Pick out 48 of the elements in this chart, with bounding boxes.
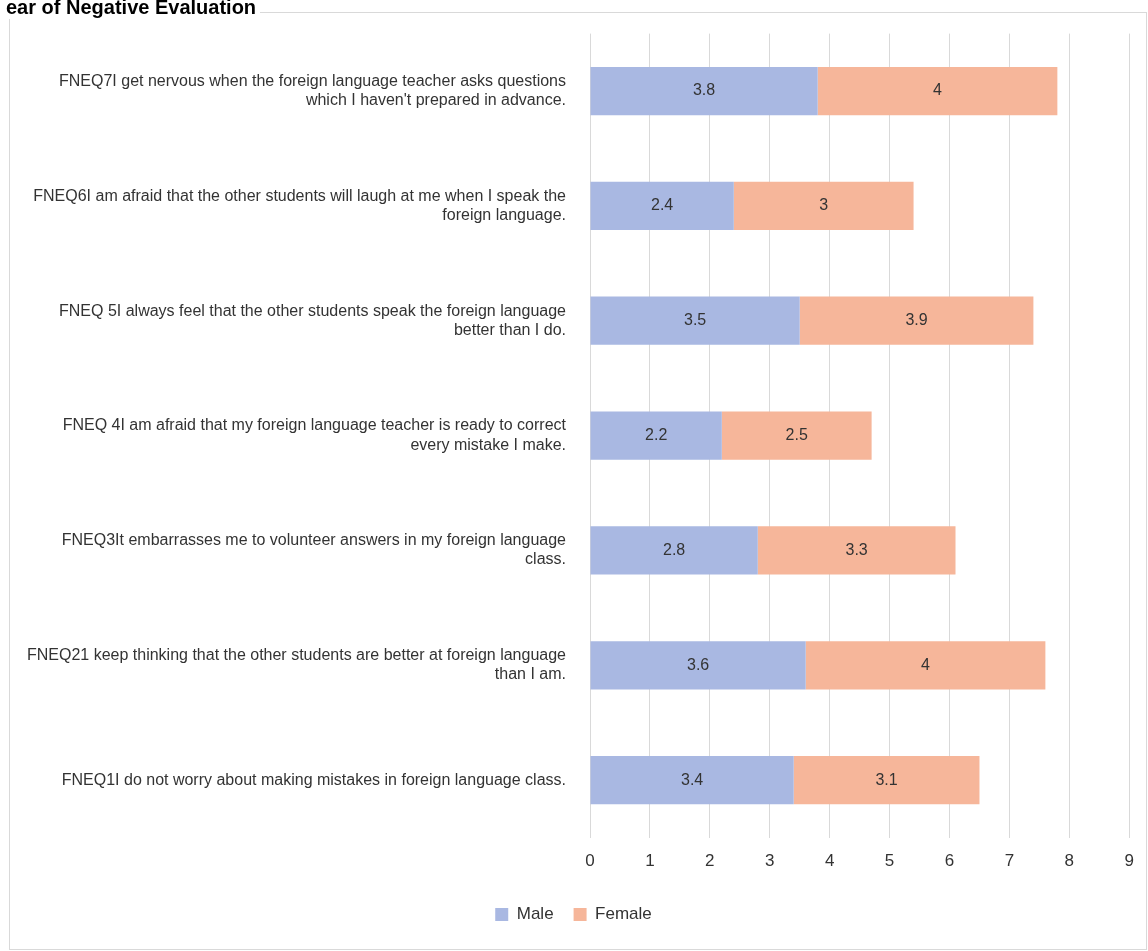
data-label: 2.8 [663,540,686,558]
bar [733,181,914,231]
data-label: 3 [819,196,829,214]
data-label: 3.4 [680,770,704,788]
x-tick-label: 2 [705,851,715,871]
x-tick-label: 7 [1004,851,1015,871]
y-tick-label: FNEQ 4I am afraid that my foreign language teacher is ready to correct every mistake I make. [62,416,567,453]
bar [757,526,956,575]
data-label: 2.2 [645,426,668,444]
bar [799,296,1034,345]
bar [793,756,980,805]
legend-label: Female [595,904,652,924]
data-label: 4 [921,655,931,673]
bar [817,66,1058,116]
data-label: 2.5 [785,426,808,444]
text: ear of Negative Evaluation [2,0,261,19]
bar [590,526,758,575]
bar [805,641,1046,690]
data-label: 3.1 [875,770,898,788]
y-tick-label: FNEQ7I get nervous when the foreign language teacher asks questions which I haven't prepared in advance. [59,71,566,109]
y-tick-label: FNEQ 5I always feel that the other students speak the foreign language better than I do. [59,301,567,338]
data-label: 4 [933,81,943,99]
x-tick-label: 8 [1064,851,1075,871]
x-tick-label: 1 [645,851,655,871]
data-label: 3.5 [683,311,707,329]
x-tick-label: 0 [585,851,595,871]
bar [721,411,872,460]
y-tick-label: FNEQ3It embarrasses me to volunteer answers in my foreign language class. [61,531,567,568]
x-tick-label: 3 [765,851,775,871]
x-tick-label: 4 [824,851,835,871]
bar [590,756,794,805]
bar [590,66,818,116]
data-label: 2.4 [651,196,674,214]
bar [590,411,722,460]
y-tick-label: FNEQ1I do not worry about making mistakes in foreign language class. [61,770,566,788]
y-tick-label: FNEQ21 keep thinking that the other students are better at foreign language than I am. [26,646,567,683]
bar [590,296,800,345]
y-tick-label: FNEQ6I am afraid that the other students will laugh at me when I speak the foreign language. [33,186,567,223]
x-tick-label: 9 [1124,851,1135,871]
legend-label: Male [516,904,554,924]
data-label: 3.6 [686,655,710,673]
bar [590,181,734,231]
x-tick-label: 5 [884,851,895,871]
data-label: 3.3 [845,540,868,558]
data-label: 3.8 [692,81,716,99]
bar [590,641,806,690]
data-label: 3.9 [905,311,928,329]
x-tick-label: 6 [944,851,955,871]
